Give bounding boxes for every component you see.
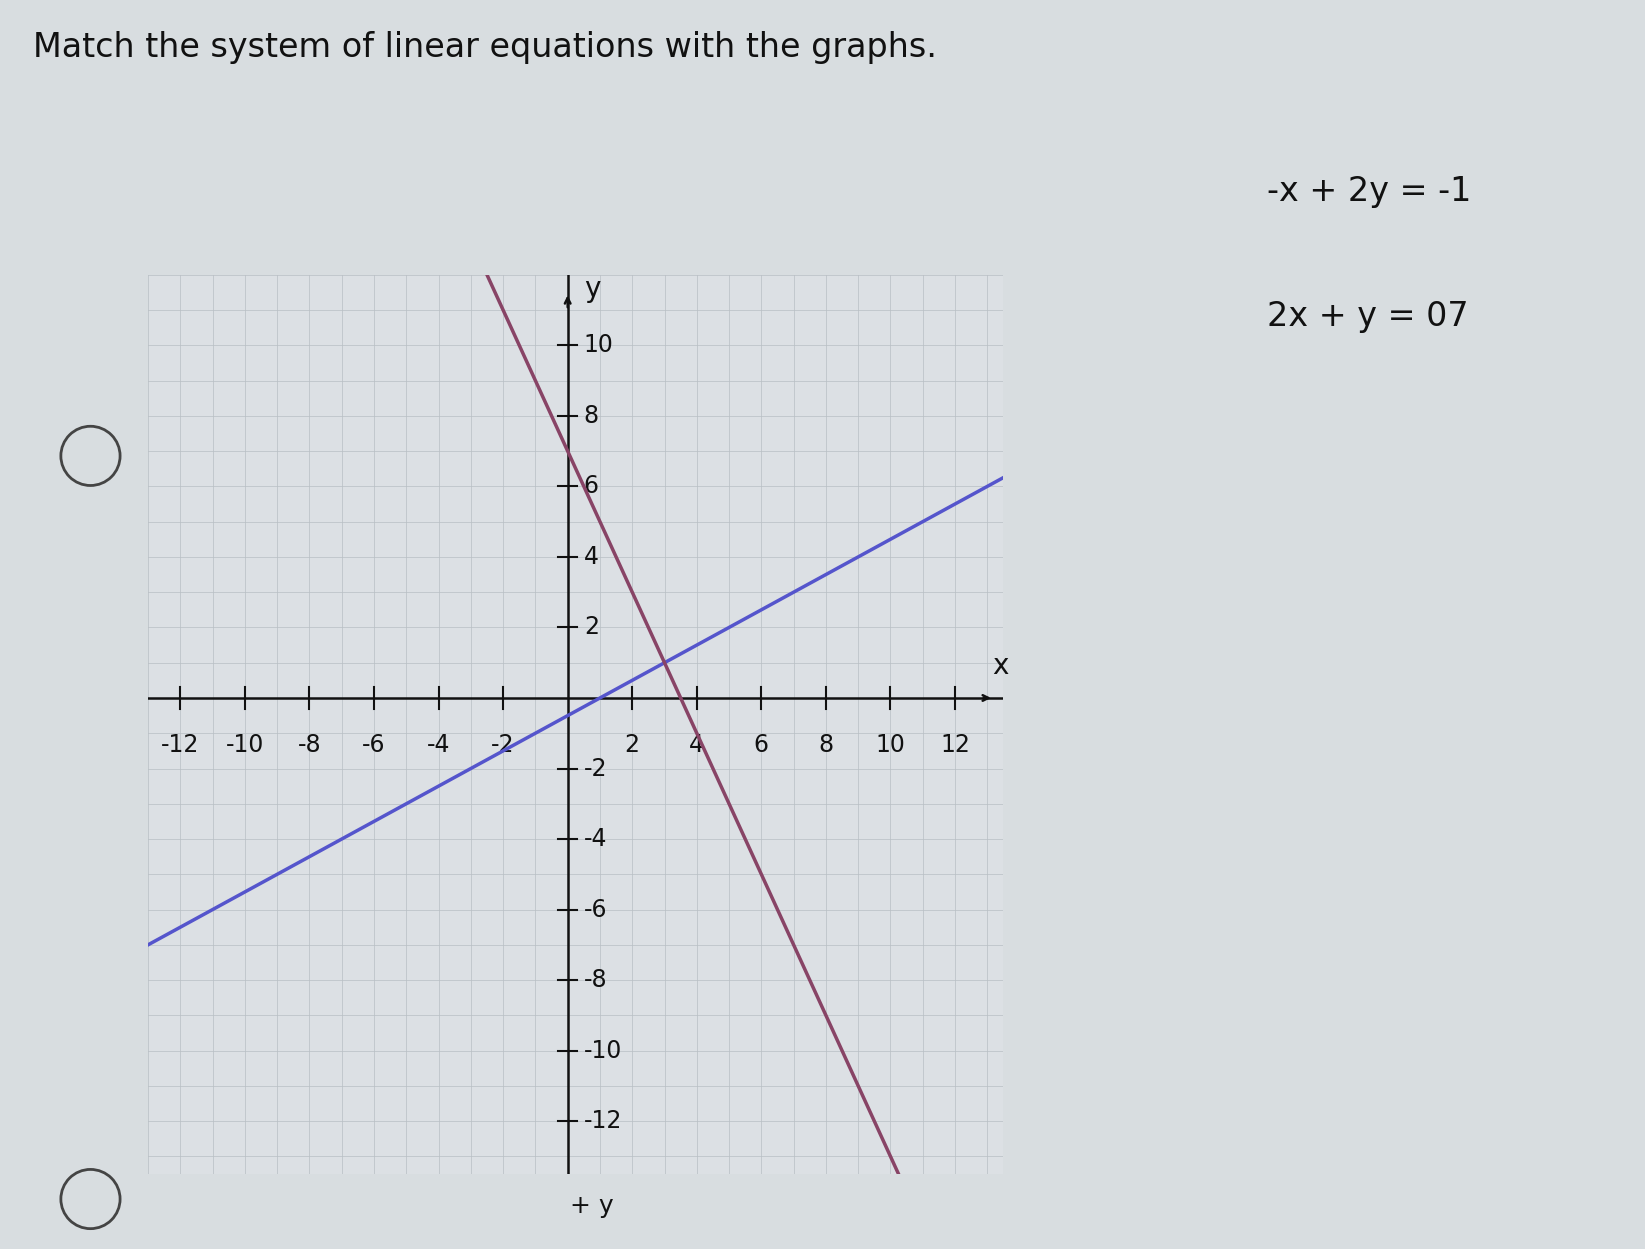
Text: -12: -12 bbox=[161, 733, 199, 757]
Text: 6: 6 bbox=[584, 475, 599, 498]
Text: -2: -2 bbox=[584, 757, 607, 781]
Text: 4: 4 bbox=[584, 545, 599, 568]
Text: 4: 4 bbox=[689, 733, 704, 757]
Text: 10: 10 bbox=[584, 333, 614, 357]
Text: 10: 10 bbox=[875, 733, 905, 757]
Text: Match the system of linear equations with the graphs.: Match the system of linear equations wit… bbox=[33, 31, 938, 64]
Text: -6: -6 bbox=[584, 898, 607, 922]
Text: -4: -4 bbox=[426, 733, 451, 757]
Text: -6: -6 bbox=[362, 733, 387, 757]
Text: -2: -2 bbox=[492, 733, 515, 757]
Text: 8: 8 bbox=[584, 403, 599, 428]
Text: 12: 12 bbox=[939, 733, 971, 757]
Text: 8: 8 bbox=[818, 733, 834, 757]
Text: x: x bbox=[992, 652, 1008, 681]
Text: 2: 2 bbox=[584, 616, 599, 639]
Text: -4: -4 bbox=[584, 827, 607, 851]
Text: -10: -10 bbox=[584, 1039, 622, 1063]
Text: y: y bbox=[584, 275, 600, 304]
Text: -x + 2y = -1: -x + 2y = -1 bbox=[1267, 175, 1471, 207]
Text: -8: -8 bbox=[298, 733, 321, 757]
Text: 6: 6 bbox=[753, 733, 768, 757]
Text: 2x + y = 07: 2x + y = 07 bbox=[1267, 300, 1469, 332]
Text: -12: -12 bbox=[584, 1109, 622, 1133]
Text: -10: -10 bbox=[225, 733, 265, 757]
Text: -8: -8 bbox=[584, 968, 607, 992]
Text: 2: 2 bbox=[625, 733, 640, 757]
Text: + y: + y bbox=[571, 1194, 614, 1218]
